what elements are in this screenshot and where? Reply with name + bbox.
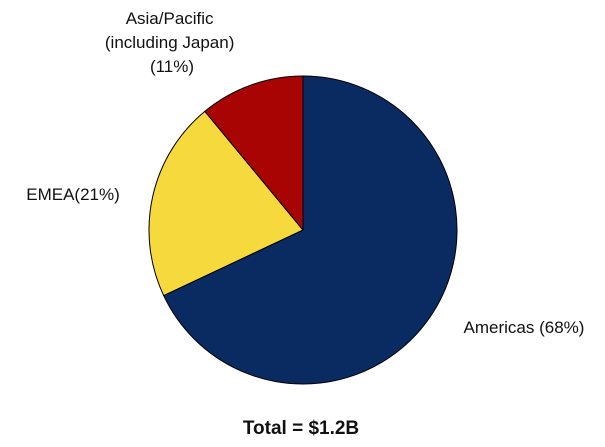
slice-label-americas: Americas (68%) — [464, 318, 585, 337]
slice-asia-pacific — [204, 75, 304, 231]
slice-emea — [148, 110, 304, 297]
slice-label-emea: EMEA(21%) — [26, 185, 120, 204]
slice-americas — [163, 75, 458, 385]
pie-slices — [148, 75, 458, 385]
chart-total: Total = $1.2B — [243, 418, 359, 439]
slice-label-asia-pacific: Asia/Pacific (including Japan) (11%) — [105, 9, 239, 76]
